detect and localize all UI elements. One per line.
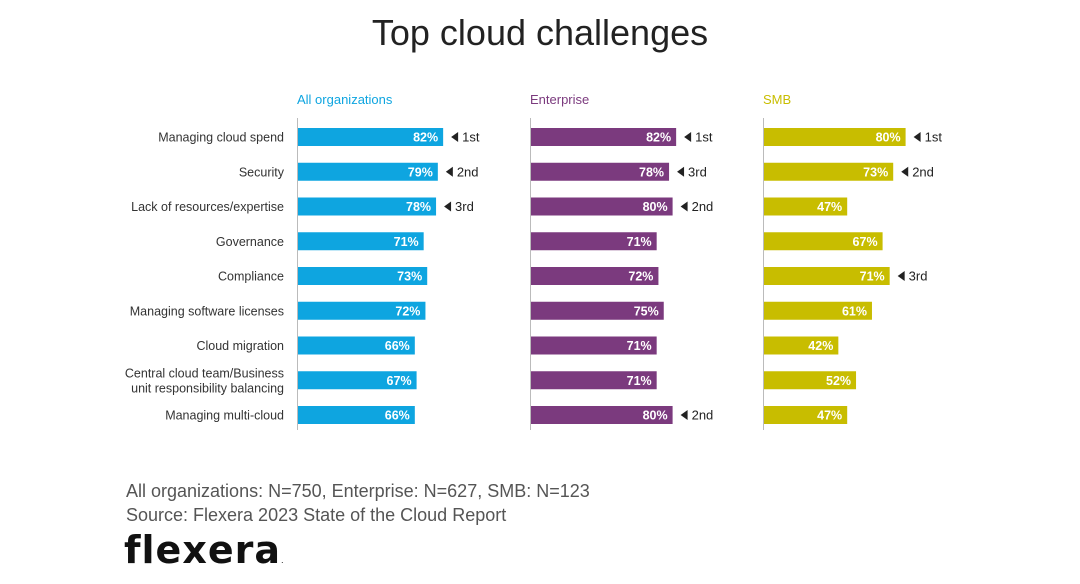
category-label: Managing software licenses [130,304,284,318]
bar-value-label: 66% [385,339,410,353]
category-label: Lack of resources/expertise [131,200,284,214]
logo-text: flexera [124,528,281,572]
category-label-line: unit responsibility balancing [131,381,284,395]
bar-value-label: 71% [394,235,419,249]
bar-value-label: 73% [863,165,888,179]
rank-arrow-icon [677,166,685,177]
series-header: SMB [763,92,791,107]
bar [531,197,673,216]
bar [531,336,657,355]
rank-label: 2nd [692,408,714,423]
bar [764,232,883,251]
rank-label: 1st [925,130,943,145]
bar-value-label: 42% [808,339,833,353]
bar-value-label: 72% [628,270,653,284]
rank-arrow-icon [680,410,688,420]
bar-value-label: 80% [876,131,901,145]
bar [764,406,848,424]
bar-value-label: 71% [627,374,652,388]
bar [531,371,657,390]
bar-value-label: 78% [406,200,431,214]
bar [764,371,857,390]
bar [764,301,872,320]
bar [531,406,673,424]
bar [764,128,906,146]
rank-label: 2nd [912,164,934,179]
bar-value-label: 79% [408,165,433,179]
rank-arrow-icon [897,271,905,281]
bar-value-label: 73% [397,270,422,284]
bar-value-label: 47% [817,409,842,423]
category-label: Managing cloud spend [158,131,284,145]
category-label: Managing multi-cloud [165,409,284,423]
rank-label: 3rd [455,199,474,214]
bar [298,128,444,146]
bar-value-label: 80% [643,409,668,423]
bar [298,267,428,285]
rank-arrow-icon [451,132,459,142]
bar [298,336,415,355]
bar [531,162,670,181]
bar-value-label: 82% [413,131,438,145]
bar-value-label: 71% [627,235,652,249]
category-label-line: Central cloud team/Business [125,366,284,380]
rank-label: 1st [695,130,713,145]
rank-arrow-icon [684,132,692,142]
category-label: Governance [216,235,284,249]
bar [298,197,437,216]
chart-title: Top cloud challenges [371,12,709,53]
bar-value-label: 47% [817,200,842,214]
category-label: Central cloud team/Business unit responsi… [125,366,284,395]
bar-value-label: 71% [860,270,885,284]
bar [531,301,664,320]
rank-arrow-icon [680,201,688,212]
bar [764,162,894,181]
bar [298,371,417,390]
category-label: Security [239,165,285,179]
bar-value-label: 67% [853,235,878,249]
flexera-logo: flexera. [124,528,285,572]
rank-label: 1st [462,130,480,145]
rank-label: 2nd [692,199,714,214]
rank-arrow-icon [913,132,921,142]
rank-arrow-icon [445,166,453,177]
bar [298,301,426,320]
sample-size-note: All organizations: N=750, Enterprise: N=… [126,481,590,501]
bar-value-label: 66% [385,409,410,423]
bar [298,406,415,424]
bar-value-label: 78% [639,165,664,179]
bar-value-label: 80% [643,200,668,214]
bar [531,232,657,251]
bar-value-label: 71% [627,339,652,353]
bar [298,232,424,251]
bar-value-label: 61% [842,304,867,318]
rank-label: 2nd [457,164,479,179]
bar [531,128,677,146]
source-note: Source: Flexera 2023 State of the Cloud … [126,505,507,525]
category-label: Compliance [218,270,284,284]
series-header: All organizations [297,92,393,107]
bar [764,197,848,216]
rank-arrow-icon [901,166,909,177]
bar [764,267,890,285]
rank-label: 3rd [688,164,707,179]
bar [531,267,659,285]
bar-value-label: 52% [826,374,851,388]
bar-value-label: 75% [634,304,659,318]
rank-label: 3rd [909,269,928,284]
bar [298,162,438,181]
category-label: Cloud migration [196,339,284,353]
bar-value-label: 67% [387,374,412,388]
bar [764,336,839,355]
bar-value-label: 82% [646,131,671,145]
series-header: Enterprise [530,92,589,107]
bar-value-label: 72% [395,304,420,318]
rank-arrow-icon [444,201,452,212]
